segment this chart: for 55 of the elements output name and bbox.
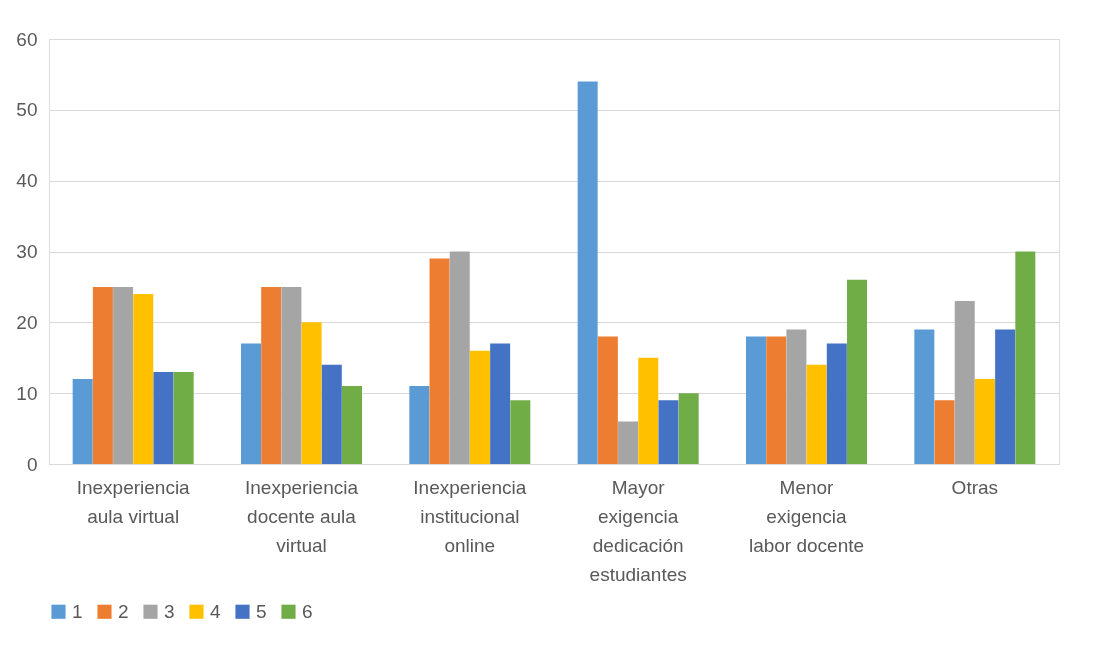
bar <box>321 364 342 464</box>
bar <box>261 286 282 464</box>
bar <box>301 322 322 464</box>
bar <box>934 400 955 464</box>
x-tick-label: Mayor exigencia dedicación estudiantes <box>589 476 687 585</box>
x-tick-label: Otras <box>951 476 999 498</box>
y-tick-label: 20 <box>16 311 38 333</box>
bar <box>92 286 113 464</box>
bar <box>342 386 362 464</box>
y-tick-label: 0 <box>26 453 38 475</box>
bar <box>597 336 618 464</box>
y-tick-label: 60 <box>16 28 38 50</box>
x-tick-label: Menor exigencia labor docente <box>748 476 865 556</box>
legend-label: 1 <box>72 600 83 622</box>
bar <box>618 421 639 464</box>
bar <box>72 379 93 464</box>
bar <box>281 286 302 464</box>
bar <box>847 279 867 464</box>
bar <box>658 400 679 464</box>
bar <box>429 258 450 464</box>
y-tick-label: 30 <box>16 241 38 262</box>
bar <box>449 251 470 464</box>
bar <box>409 386 430 464</box>
bar <box>153 371 174 464</box>
bar <box>914 329 935 464</box>
bar <box>113 286 134 464</box>
bar <box>490 343 511 464</box>
y-tick-label: 40 <box>16 170 38 192</box>
x-tick-label: Inexperiencia docente aula virtual <box>244 476 359 556</box>
legend-label: 3 <box>164 600 175 622</box>
bar <box>1015 251 1036 464</box>
y-tick-label: 10 <box>16 382 38 404</box>
legend-label: 6 <box>302 600 313 622</box>
bar <box>806 364 827 464</box>
bar <box>469 350 490 464</box>
bar <box>577 81 598 464</box>
legend-label: 5 <box>256 600 267 622</box>
bar <box>678 393 699 464</box>
x-tick-label: Inexperiencia aula virtual <box>76 476 191 527</box>
bar <box>638 357 659 464</box>
y-tick-label: 50 <box>16 99 38 121</box>
bar <box>766 336 787 464</box>
bar <box>133 294 154 464</box>
x-tick-label: Inexperiencia institucional online <box>413 476 527 556</box>
legend-label: 2 <box>118 600 129 622</box>
bar <box>746 336 766 464</box>
bar <box>786 329 807 464</box>
bar <box>995 329 1016 464</box>
bar <box>954 301 975 464</box>
legend-label: 4 <box>210 600 221 622</box>
bar <box>974 379 995 464</box>
bar <box>826 343 847 464</box>
bar <box>241 343 261 464</box>
bar <box>510 400 531 464</box>
bar <box>173 371 194 464</box>
